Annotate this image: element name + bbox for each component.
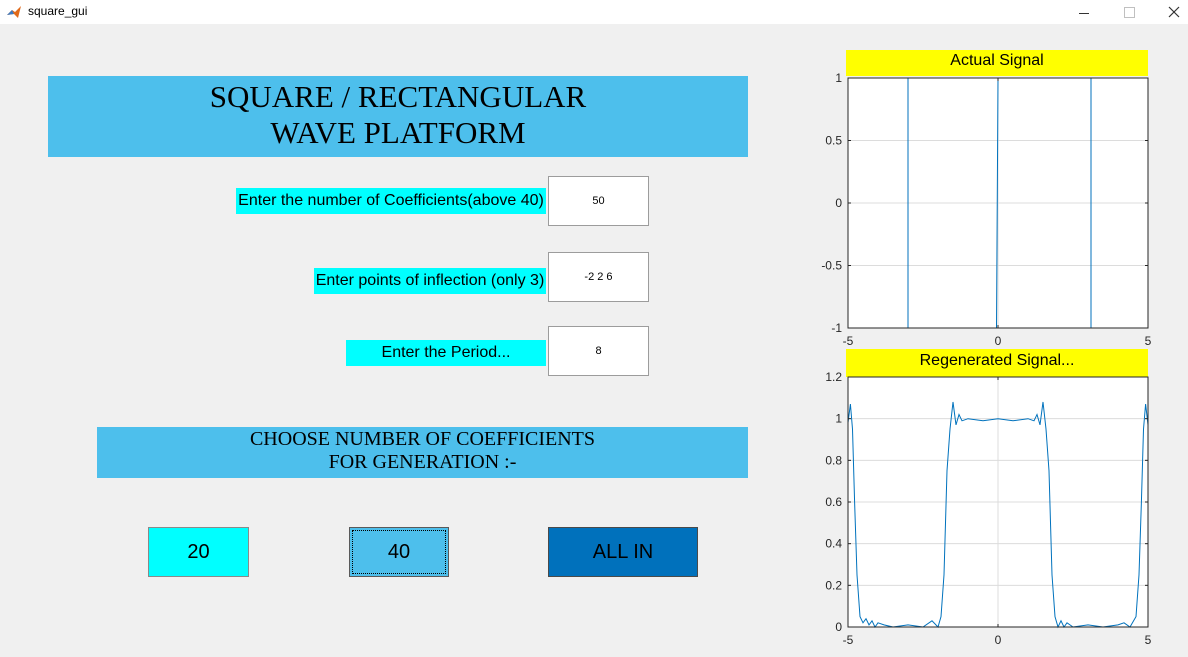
close-icon	[1168, 6, 1180, 18]
coefficients-label: Enter the number of Coefficients(above 4…	[236, 188, 546, 214]
coefficients-input[interactable]	[548, 176, 649, 226]
actual-signal-ytick-label: 0.5	[825, 134, 842, 148]
regenerated-signal-ytick-label: 0.4	[825, 537, 842, 551]
period-input[interactable]	[548, 326, 649, 376]
focus-ring	[352, 530, 446, 574]
coefficients-40-label: 40	[387, 541, 411, 563]
actual-signal-xtick-label: -5	[843, 334, 854, 348]
choose-coefficients-heading: CHOOSE NUMBER OF COEFFICIENTS FOR GENERA…	[97, 427, 748, 474]
regenerated-signal-series-line	[847, 401, 1149, 629]
inflection-points-input[interactable]	[548, 252, 649, 302]
period-label: Enter the Period...	[346, 340, 546, 366]
regenerated-signal-title: Regenerated Signal...	[846, 349, 1148, 377]
header-panel: SQUARE / RECTANGULAR WAVE PLATFORM	[48, 76, 748, 157]
actual-signal-title: Actual Signal	[846, 50, 1148, 76]
coefficients-40-button[interactable]: 40	[349, 527, 449, 577]
choose-heading-line2: FOR GENERATION :-	[328, 451, 517, 473]
page-title-line2: WAVE PLATFORM	[270, 115, 526, 150]
regenerated-signal-ytick-label: 1	[835, 412, 842, 426]
actual-signal-ytick-label: -0.5	[821, 259, 842, 273]
matlab-icon	[7, 6, 21, 18]
window-title-bar: square_gui	[0, 0, 1188, 24]
actual-signal-series-line	[852, 77, 1148, 329]
regenerated-signal-xtick-label: -5	[843, 633, 854, 647]
coefficients-20-button[interactable]: 20	[148, 527, 249, 577]
choose-heading-line1: CHOOSE NUMBER OF COEFFICIENTS	[249, 428, 596, 450]
regenerated-signal-xtick-label: 5	[1145, 633, 1152, 647]
actual-signal-xtick-label: 0	[995, 334, 1002, 348]
actual-signal-ytick-label: -1	[831, 321, 842, 335]
close-button[interactable]	[1151, 0, 1188, 24]
actual-signal-ytick-label: 0	[835, 196, 842, 210]
regenerated-signal-ytick-label: 0.6	[825, 495, 842, 509]
minimize-icon	[1079, 12, 1089, 14]
choose-coefficients-panel: CHOOSE NUMBER OF COEFFICIENTS FOR GENERA…	[97, 427, 748, 478]
regenerated-signal-ytick-label: 0.2	[825, 578, 842, 592]
all-in-button[interactable]: ALL IN	[548, 527, 698, 577]
regenerated-signal-ytick-label: 0	[835, 620, 842, 634]
regenerated-signal-ytick-label: 0.8	[825, 453, 842, 467]
page-title-line1: SQUARE / RECTANGULAR	[209, 79, 587, 114]
regenerated-signal-ytick-label: 1.2	[825, 370, 842, 384]
minimize-button[interactable]	[1061, 0, 1107, 24]
inflection-label: Enter points of inflection (only 3)	[314, 268, 546, 294]
maximize-icon	[1123, 6, 1135, 18]
actual-signal-ytick-label: 1	[835, 71, 842, 85]
actual-signal-xtick-label: 5	[1145, 334, 1152, 348]
window-title: square_gui	[28, 4, 88, 18]
regenerated-signal-xtick-label: 0	[995, 633, 1002, 647]
page-title: SQUARE / RECTANGULAR WAVE PLATFORM	[48, 76, 748, 151]
maximize-button[interactable]	[1106, 0, 1152, 24]
